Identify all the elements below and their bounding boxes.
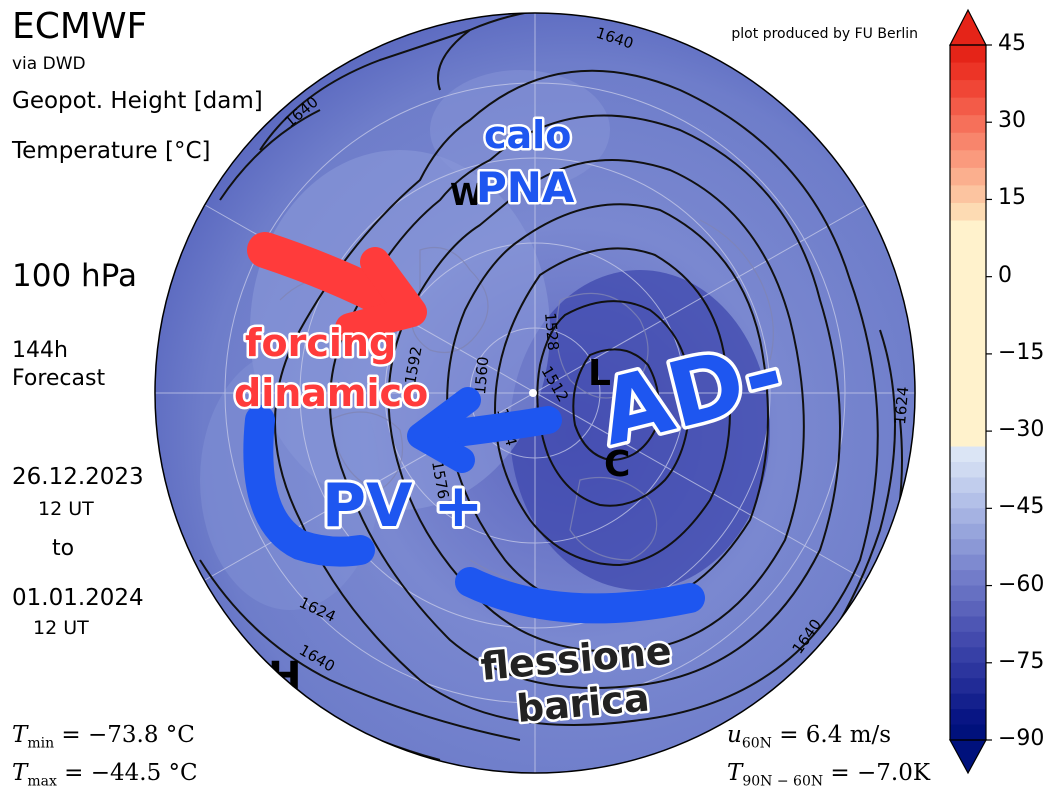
colorbar-bin (950, 97, 986, 116)
colorbar-bin (950, 523, 986, 540)
end-time: 12 UT (33, 617, 89, 639)
forecast-label: Forecast (12, 366, 106, 391)
trough-arc (455, 567, 705, 624)
label-pna: PNA (476, 163, 575, 212)
colorbar-bin (950, 132, 986, 151)
colorbar-bin (950, 631, 986, 648)
colorbar-bin (950, 167, 986, 186)
temperature-colorbar (948, 8, 992, 775)
colorbar-bin (950, 585, 986, 602)
colorbar-tick-label: 0 (998, 262, 1012, 288)
pressure-level-label: 100 hPa (12, 258, 137, 294)
colorbar-bin (950, 724, 986, 741)
map-disk: 1640 1640 1640 1640 1624 1624 1592 1560 … (155, 13, 915, 773)
colorbar-bin (950, 601, 986, 617)
label-pv-plus: PV + (322, 471, 484, 541)
model-source-title: ECMWF (12, 6, 148, 47)
colorbar-tick-label: 30 (998, 108, 1026, 134)
cold-mark: C (604, 444, 630, 485)
label-dinamico: dinamico (234, 371, 428, 415)
temperature-max-stat: Tmax = −44.5 °C (12, 760, 198, 790)
colorbar-bin (950, 80, 986, 99)
pv-arrow-shaft (418, 406, 562, 450)
contour-variable-label: Geopot. Height [dam] (12, 88, 263, 114)
colorbar-bin (950, 647, 986, 664)
shading-variable-label: Temperature [°C] (12, 138, 211, 164)
model-source-subtitle: via DWD (12, 54, 86, 74)
high-mark: H (268, 654, 301, 700)
low-mark: L (588, 353, 611, 394)
colorbar-bin (950, 554, 986, 571)
colorbar-bin (950, 570, 986, 587)
colorbar-warm-segment (950, 45, 986, 239)
contour-label: 1624 (891, 386, 912, 426)
warm-mark: W (450, 178, 483, 213)
end-date: 01.01.2024 (12, 585, 144, 611)
forecast-hours-label: 144h (12, 338, 68, 363)
colorbar-tick-label: 45 (998, 31, 1026, 56)
colorbar-bin (950, 150, 986, 169)
colorbar-frame (949, 44, 987, 741)
colorbar-bin (950, 185, 986, 204)
colorbar-bottom-extension (948, 739, 988, 775)
colorbar-tick-label: −45 (998, 494, 1045, 520)
colorbar-bin (950, 477, 986, 494)
contour-label: 1528 (541, 312, 562, 352)
zonal-wind-60n-stat: u60N = 6.4 m/s (727, 722, 892, 752)
plot-credit: plot produced by FU Berlin (731, 26, 918, 42)
colorbar-tick-label: 15 (998, 185, 1026, 211)
temperature-min-stat: Tmin = −73.8 °C (12, 722, 195, 752)
map-boundary (154, 12, 916, 774)
colorbar-bin (950, 492, 986, 509)
colorbar-bin (950, 508, 986, 525)
pv-arrow-head (407, 387, 481, 473)
colorbar-tick-label: −75 (998, 648, 1045, 674)
colorbar-bin (950, 678, 986, 695)
colorbar-bin (950, 616, 986, 633)
colorbar-tick-label: −60 (998, 571, 1045, 597)
colorbar-tick-label: −90 (998, 726, 1045, 751)
colorbar-bin (950, 202, 986, 222)
forcing-arrow-head (335, 247, 427, 343)
pv-arc (243, 405, 375, 567)
label-forcing: forcing (245, 321, 396, 365)
colorbar-bin (950, 539, 986, 556)
colorbar-tickmarks (986, 44, 992, 741)
colorbar-tick-label: −30 (998, 417, 1045, 443)
start-time: 12 UT (38, 498, 94, 520)
label-calo: calo (484, 113, 571, 157)
annotation-strokes (243, 232, 705, 624)
colorbar-bin (950, 45, 986, 64)
colorbar-bin (950, 662, 986, 679)
colorbar-bin (950, 238, 986, 447)
colorbar-cold-segment (950, 238, 986, 741)
colorbar-bin (950, 709, 986, 726)
colorbar-bin (950, 220, 986, 239)
colorbar-bin (950, 446, 986, 463)
contour-label: 1560 (471, 356, 492, 396)
north-pole-dot (529, 389, 537, 397)
colorbar-bin (950, 115, 986, 134)
temperature-gradient-stat: T90N − 60N = −7.0K (727, 760, 931, 790)
start-date: 26.12.2023 (12, 464, 144, 490)
forcing-arrow-shaft (247, 232, 413, 323)
colorbar-top-extension (949, 8, 987, 46)
colorbar-bin (950, 693, 986, 710)
colorbar-bin (950, 62, 986, 81)
colorbar-bin (950, 462, 986, 478)
date-range-to: to (52, 536, 75, 561)
colorbar-tick-label: −15 (998, 339, 1045, 365)
